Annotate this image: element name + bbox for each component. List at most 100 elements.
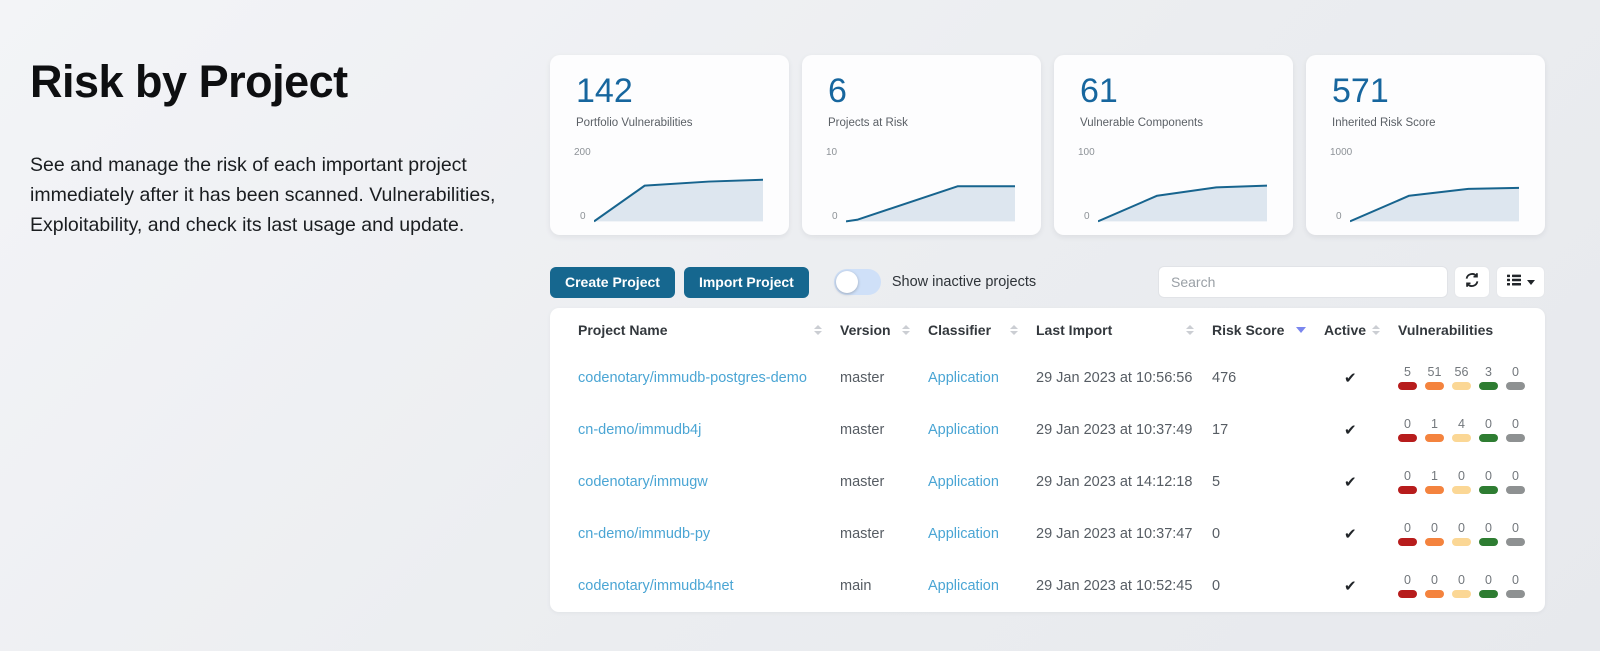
- column-header-label: Vulnerabilities: [1398, 322, 1494, 338]
- table-row: cn-demo/immudb-py master Application 29 …: [578, 508, 1525, 560]
- vulnerability-badge: 0: [1452, 522, 1471, 546]
- severity-pill-high: [1425, 381, 1444, 390]
- classifier-link[interactable]: Application: [928, 370, 999, 386]
- vulnerability-count: 56: [1454, 365, 1469, 380]
- version-cell: master: [840, 474, 885, 490]
- vulnerability-count: 0: [1485, 417, 1492, 432]
- table-row: codenotary/immudb-postgres-demo master A…: [578, 352, 1525, 404]
- vulnerability-badges: 0 1 4 0 0: [1398, 417, 1525, 442]
- risk-score-cell: 0: [1212, 526, 1221, 542]
- sort-icon: [1296, 327, 1306, 333]
- show-inactive-toggle[interactable]: [833, 269, 881, 295]
- version-cell: master: [840, 370, 885, 386]
- stat-cards: 142 Portfolio Vulnerabilities 200 0 6 Pr…: [550, 55, 1545, 235]
- column-header-version[interactable]: Version: [840, 308, 928, 352]
- project-name-link[interactable]: codenotary/immudb-postgres-demo: [578, 370, 807, 386]
- risk-score-cell: 0: [1212, 578, 1221, 594]
- severity-pill-critical: [1398, 589, 1417, 598]
- vulnerability-badge: 0: [1479, 574, 1498, 598]
- project-name-link[interactable]: cn-demo/immudb-py: [578, 526, 711, 542]
- y-axis-max-label: 100: [1078, 147, 1095, 158]
- search-input[interactable]: [1158, 266, 1448, 298]
- vulnerability-count: 0: [1404, 573, 1411, 588]
- column-header-project-name[interactable]: Project Name: [578, 308, 840, 352]
- classifier-link[interactable]: Application: [928, 422, 999, 438]
- column-header-active[interactable]: Active: [1324, 308, 1398, 352]
- vulnerability-badge: 0: [1479, 470, 1498, 494]
- projects-toolbar: Create Project Import Project Show inact…: [550, 266, 1545, 298]
- vulnerability-count: 0: [1512, 365, 1519, 380]
- table-row: cn-demo/immudb4j master Application 29 J…: [578, 404, 1525, 456]
- import-project-button[interactable]: Import Project: [683, 266, 809, 298]
- list-icon: [1506, 272, 1522, 293]
- severity-pill-low: [1479, 589, 1498, 598]
- create-project-button[interactable]: Create Project: [550, 266, 675, 298]
- columns-dropdown-button[interactable]: [1496, 266, 1545, 298]
- column-header-vulnerabilities[interactable]: Vulnerabilities: [1398, 308, 1517, 352]
- page-description: See and manage the risk of each importan…: [30, 154, 496, 237]
- version-cell: master: [840, 422, 885, 438]
- vulnerability-badges: 0 0 0 0 0: [1398, 521, 1525, 546]
- y-axis-max-label: 1000: [1330, 147, 1353, 158]
- vulnerability-count: 3: [1485, 365, 1492, 380]
- vulnerability-count: 0: [1485, 521, 1492, 536]
- sort-icon: [902, 325, 910, 335]
- vulnerability-count: 0: [1512, 417, 1519, 432]
- project-name-link[interactable]: codenotary/immudb4net: [578, 578, 734, 594]
- active-check-icon: ✔: [1344, 578, 1357, 595]
- severity-pill-medium: [1452, 537, 1471, 546]
- sparkline-svg: [1098, 158, 1267, 223]
- vulnerability-badge: 0: [1506, 470, 1525, 494]
- sort-icon: [814, 325, 822, 335]
- column-header-label: Active: [1324, 322, 1367, 338]
- column-header-last-import[interactable]: Last Import: [1036, 308, 1212, 352]
- vulnerability-badge: 0: [1506, 366, 1525, 390]
- vulnerability-count: 0: [1512, 469, 1519, 484]
- column-header-risk-score[interactable]: Risk Score: [1212, 308, 1324, 352]
- column-header-classifier[interactable]: Classifier: [928, 308, 1036, 352]
- classifier-link[interactable]: Application: [928, 474, 999, 490]
- severity-pill-medium: [1452, 433, 1471, 442]
- vulnerability-badge: 5: [1398, 366, 1417, 390]
- vulnerability-count: 0: [1512, 521, 1519, 536]
- stat-value: 571: [1332, 72, 1389, 110]
- stat-label: Inherited Risk Score: [1332, 117, 1436, 130]
- vulnerability-badge: 0: [1398, 574, 1417, 598]
- project-name-link[interactable]: codenotary/immugw: [578, 474, 708, 490]
- severity-pill-unassigned: [1506, 433, 1525, 442]
- stat-card: 571 Inherited Risk Score 1000 0: [1306, 55, 1545, 235]
- y-axis-max-label: 10: [826, 147, 838, 158]
- sparkline-area: [1350, 187, 1519, 222]
- last-import-cell: 29 Jan 2023 at 14:12:18: [1036, 474, 1193, 490]
- stat-value: 142: [576, 72, 633, 110]
- classifier-link[interactable]: Application: [928, 578, 999, 594]
- classifier-link[interactable]: Application: [928, 526, 999, 542]
- vulnerability-badge: 0: [1506, 418, 1525, 442]
- table-row: codenotary/immudb4net main Application 2…: [578, 560, 1525, 612]
- severity-pill-high: [1425, 537, 1444, 546]
- trend-sparkline-chart: 200 0: [574, 147, 763, 223]
- sparkline-svg: [1350, 158, 1519, 223]
- stat-card: 142 Portfolio Vulnerabilities 200 0: [550, 55, 789, 235]
- last-import-cell: 29 Jan 2023 at 10:52:45: [1036, 578, 1193, 594]
- column-header-label: Project Name: [578, 322, 668, 338]
- y-axis-max-label: 200: [574, 147, 591, 158]
- sort-icon: [1186, 325, 1194, 335]
- severity-pill-critical: [1398, 381, 1417, 390]
- vulnerability-badge: 0: [1506, 574, 1525, 598]
- vulnerability-count: 0: [1404, 469, 1411, 484]
- severity-pill-critical: [1398, 537, 1417, 546]
- refresh-button[interactable]: [1454, 266, 1490, 298]
- y-axis-min-label: 0: [832, 211, 838, 222]
- severity-pill-medium: [1452, 381, 1471, 390]
- y-axis-min-label: 0: [580, 211, 586, 222]
- sparkline-line: [1098, 186, 1267, 222]
- severity-pill-low: [1479, 433, 1498, 442]
- vulnerability-badge: 4: [1452, 418, 1471, 442]
- severity-pill-critical: [1398, 433, 1417, 442]
- projects-table-panel: Project Name Version Classifier Last Imp…: [550, 308, 1545, 612]
- project-name-link[interactable]: cn-demo/immudb4j: [578, 422, 702, 438]
- table-body: codenotary/immudb-postgres-demo master A…: [578, 352, 1525, 612]
- vulnerability-count: 0: [1431, 521, 1438, 536]
- table-row: codenotary/immugw master Application 29 …: [578, 456, 1525, 508]
